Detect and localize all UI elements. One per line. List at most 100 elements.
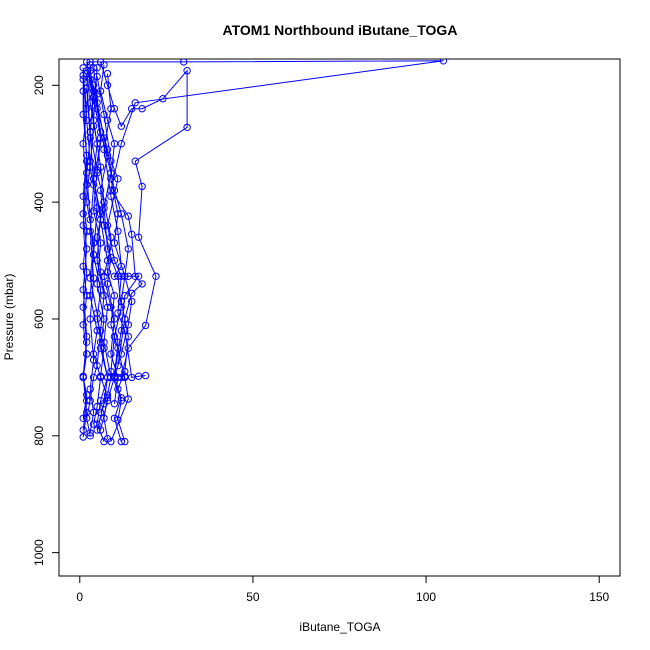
x-tick-label: 50	[246, 590, 260, 604]
data-point	[96, 239, 105, 247]
data-point	[107, 303, 115, 311]
data-point	[79, 210, 87, 218]
y-tick-label: 200	[32, 75, 46, 95]
y-tick-label: 800	[32, 425, 46, 445]
data-point	[86, 215, 94, 224]
data-point	[100, 221, 108, 230]
data-point	[79, 192, 87, 201]
data-series	[83, 67, 112, 434]
data-point	[100, 315, 108, 323]
data-point	[93, 233, 101, 241]
data-point	[100, 291, 108, 300]
series-line	[82, 75, 88, 438]
data-point	[103, 69, 112, 78]
data-point	[110, 272, 119, 280]
data-series	[96, 59, 191, 382]
data-point	[100, 110, 108, 119]
data-point	[121, 372, 129, 380]
data-point	[131, 157, 139, 165]
data-point	[114, 309, 122, 317]
data-point	[79, 426, 87, 434]
data-point	[83, 391, 91, 399]
data-point	[124, 332, 133, 341]
data-point	[93, 256, 101, 265]
data-series	[100, 69, 143, 380]
x-axis-label: iButane_TOGA	[299, 620, 380, 634]
data-point	[134, 233, 143, 241]
data-point	[100, 145, 108, 154]
data-point	[89, 274, 98, 282]
y-axis-label: Pressure (mbar)	[2, 274, 16, 361]
data-point	[128, 297, 136, 306]
data-point	[93, 426, 101, 434]
data-point	[124, 212, 133, 220]
data-point	[107, 105, 115, 113]
data-point	[141, 321, 150, 330]
data-point	[124, 395, 133, 403]
data-point	[107, 350, 115, 358]
series-line	[89, 79, 122, 442]
data-point	[79, 71, 87, 80]
data-point	[103, 151, 112, 160]
data-point	[89, 251, 98, 259]
data-point	[89, 420, 98, 428]
data-point	[117, 437, 126, 446]
data-point	[103, 245, 112, 253]
data-point	[96, 140, 105, 148]
data-point	[107, 175, 115, 183]
x-axis: 0 50 100 150	[76, 575, 610, 604]
data-point	[128, 230, 136, 239]
chart-title: ATOM1 Northbound iButane_TOGA	[223, 22, 458, 38]
data-point	[79, 321, 87, 329]
data-point	[89, 116, 98, 125]
data-series	[86, 59, 448, 370]
data-point	[86, 385, 94, 393]
data-point	[86, 291, 94, 300]
data-point	[83, 245, 91, 253]
data-point	[79, 221, 87, 230]
data-point	[131, 99, 139, 107]
data-point	[114, 362, 122, 370]
data-point	[93, 362, 101, 370]
data-point	[89, 408, 98, 417]
series-line	[93, 67, 119, 404]
data-point	[114, 385, 122, 393]
data-point	[86, 227, 94, 236]
data-point	[180, 59, 188, 66]
data-point	[121, 437, 129, 446]
data-point	[117, 262, 126, 271]
data-point	[86, 315, 94, 323]
data-point	[110, 332, 119, 341]
series-line	[86, 88, 102, 425]
series-line	[90, 60, 444, 366]
data-point	[100, 400, 108, 408]
series-line	[82, 91, 88, 419]
data-point	[83, 332, 91, 341]
data-point	[128, 289, 136, 297]
data-point	[89, 350, 98, 358]
data-point	[79, 414, 87, 422]
y-tick-label: 400	[32, 192, 46, 212]
data-point	[89, 207, 98, 215]
data-point	[103, 435, 112, 443]
data-point	[89, 373, 98, 382]
data-point	[79, 433, 87, 441]
data-point	[100, 272, 108, 280]
data-point	[96, 344, 105, 352]
data-point	[103, 391, 112, 399]
data-point	[96, 215, 105, 224]
data-point	[138, 280, 146, 288]
data-point	[89, 356, 98, 364]
x-tick-label: 150	[589, 590, 609, 604]
data-point	[134, 272, 143, 280]
data-point	[83, 268, 91, 276]
data-point	[83, 180, 91, 189]
data-point	[86, 59, 94, 66]
data-point	[79, 140, 87, 148]
data-point	[93, 166, 101, 174]
data-point	[134, 372, 143, 380]
data-point	[100, 204, 108, 212]
data-point	[93, 402, 101, 411]
data-point	[121, 291, 129, 300]
